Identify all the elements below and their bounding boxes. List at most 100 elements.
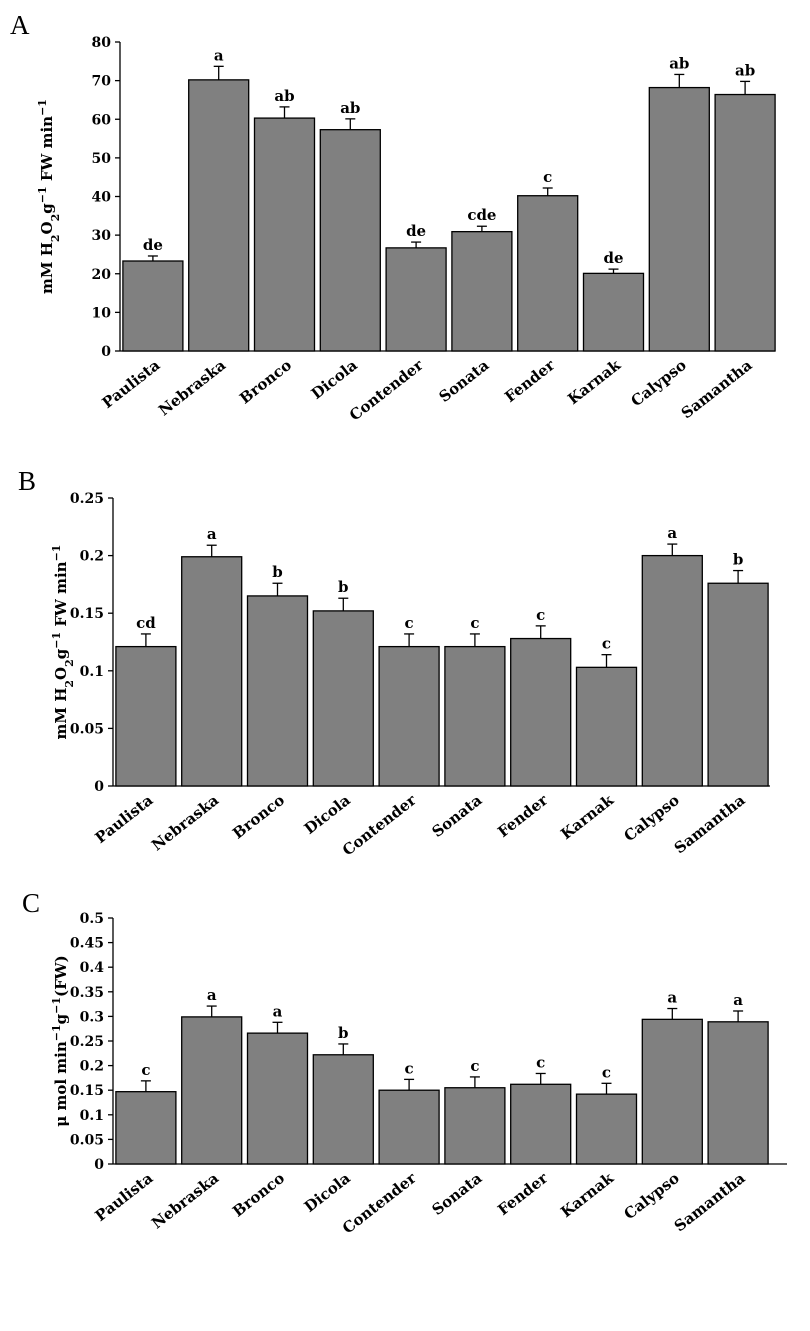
y-tick-label: 0: [101, 344, 111, 360]
bar-contender: [378, 645, 440, 787]
category-label: Karnak: [557, 1169, 617, 1222]
y-axis-label-part: −1: [36, 99, 49, 116]
bar-fender: [517, 195, 579, 352]
significance-label: b: [338, 578, 349, 596]
y-tick-label: 20: [92, 267, 112, 283]
y-tick-label: 60: [92, 112, 112, 128]
bar-calypso: [641, 1018, 703, 1165]
y-axis-label-part: (FW): [52, 955, 70, 997]
significance-label: c: [543, 168, 552, 186]
significance-label: a: [667, 524, 677, 542]
y-axis-label-part: 2: [63, 680, 76, 688]
y-axis-label: μ mol min−1g−1(FW): [50, 955, 71, 1126]
bar-karnak: [575, 666, 638, 787]
category-label: Sonata: [428, 1169, 485, 1219]
bar-dicola: [312, 610, 374, 787]
y-axis-label-part: −1: [50, 545, 63, 562]
y-tick-label: 0.4: [80, 960, 105, 976]
category-label: Contender: [346, 355, 427, 424]
significance-label: c: [470, 614, 479, 632]
bar-sonata: [451, 230, 513, 352]
y-tick-label: 0.25: [70, 1034, 104, 1050]
significance-label: cd: [136, 614, 156, 632]
significance-label: c: [536, 606, 545, 624]
significance-label: b: [272, 563, 283, 581]
category-label: Nebraska: [148, 791, 222, 855]
y-tick-label: 0.05: [70, 1132, 104, 1148]
bar-paulista: [115, 1091, 177, 1165]
category-label: Dicola: [301, 791, 354, 838]
category-label: Calypso: [620, 1169, 682, 1223]
y-axis-label-part: O: [38, 221, 56, 234]
y-tick-label: 0.25: [70, 491, 104, 507]
significance-label: a: [214, 46, 224, 64]
category-label: Bronco: [236, 356, 295, 408]
y-axis-label-part: mM H: [52, 688, 70, 740]
significance-label: cde: [467, 206, 496, 224]
bar-paulista: [122, 260, 184, 352]
bar-contender: [385, 247, 447, 352]
y-tick-label: 0.1: [80, 1108, 104, 1124]
bar-nebraska: [181, 1016, 243, 1165]
significance-label: c: [405, 1059, 414, 1077]
category-label: Samantha: [671, 1169, 749, 1235]
significance-label: de: [143, 236, 163, 254]
y-tick-label: 0: [94, 1157, 104, 1173]
y-axis-label-part: FW min: [38, 116, 56, 187]
category-label: Karnak: [557, 791, 617, 844]
y-tick-label: 40: [92, 190, 112, 206]
bar-samantha: [707, 582, 769, 787]
category-label: Calypso: [627, 356, 689, 410]
category-label: Paulista: [92, 791, 157, 847]
significance-label: a: [207, 525, 217, 543]
y-axis-label-part: FW min: [52, 561, 70, 632]
y-axis-label-part: 2: [63, 659, 76, 667]
significance-label: b: [733, 551, 744, 569]
bar-nebraska: [181, 556, 243, 787]
significance-label: c: [405, 614, 414, 632]
category-label: Fender: [494, 790, 552, 841]
significance-label: c: [141, 1061, 150, 1079]
category-label: Sonata: [428, 791, 485, 841]
significance-label: c: [470, 1057, 479, 1075]
y-tick-label: 50: [92, 151, 112, 167]
y-axis-label-part: 2: [49, 214, 62, 222]
category-label: Nebraska: [155, 356, 229, 420]
y-tick-label: 0.1: [80, 664, 104, 680]
y-axis-label-part: −1: [50, 1024, 63, 1041]
significance-label: ab: [669, 54, 689, 72]
significance-label: ab: [340, 99, 360, 117]
significance-label: b: [338, 1024, 349, 1042]
significance-label: de: [406, 222, 426, 240]
bar-contender: [378, 1089, 440, 1165]
category-label: Calypso: [620, 791, 682, 845]
y-axis-label-part: 2: [49, 234, 62, 242]
chart-panel-c: 0 0.05 0.1 0.15 0.2 0.25 0.3 0.35 0.4 0.45 0.5 μ mo…: [50, 911, 787, 1237]
significance-label: de: [603, 249, 623, 267]
bar-dicola: [319, 129, 381, 352]
y-axis-label-part: −1: [36, 186, 49, 203]
y-tick-label: 0.45: [70, 936, 104, 952]
category-label: Paulista: [99, 356, 164, 412]
y-tick-label: 80: [92, 35, 112, 51]
significance-label: a: [733, 991, 743, 1009]
category-label: Fender: [501, 355, 559, 406]
y-tick-label: 0.35: [70, 985, 104, 1001]
y-tick-label: 0.15: [70, 1083, 104, 1099]
significance-label: c: [602, 1063, 611, 1081]
category-label: Karnak: [564, 356, 624, 409]
y-tick-label: 10: [92, 305, 112, 321]
y-tick-label: 0.2: [80, 549, 104, 565]
y-axis-label-part: −1: [50, 632, 63, 649]
bar-sonata: [444, 1087, 506, 1165]
category-label: Samantha: [678, 356, 756, 422]
y-tick-label: 0: [94, 779, 104, 795]
y-axis-label-part: mM H: [38, 242, 56, 294]
bar-bronco: [246, 595, 309, 787]
category-label: Sonata: [435, 356, 492, 406]
y-tick-label: 30: [92, 228, 112, 244]
y-axis-label-part: −1: [50, 997, 63, 1014]
